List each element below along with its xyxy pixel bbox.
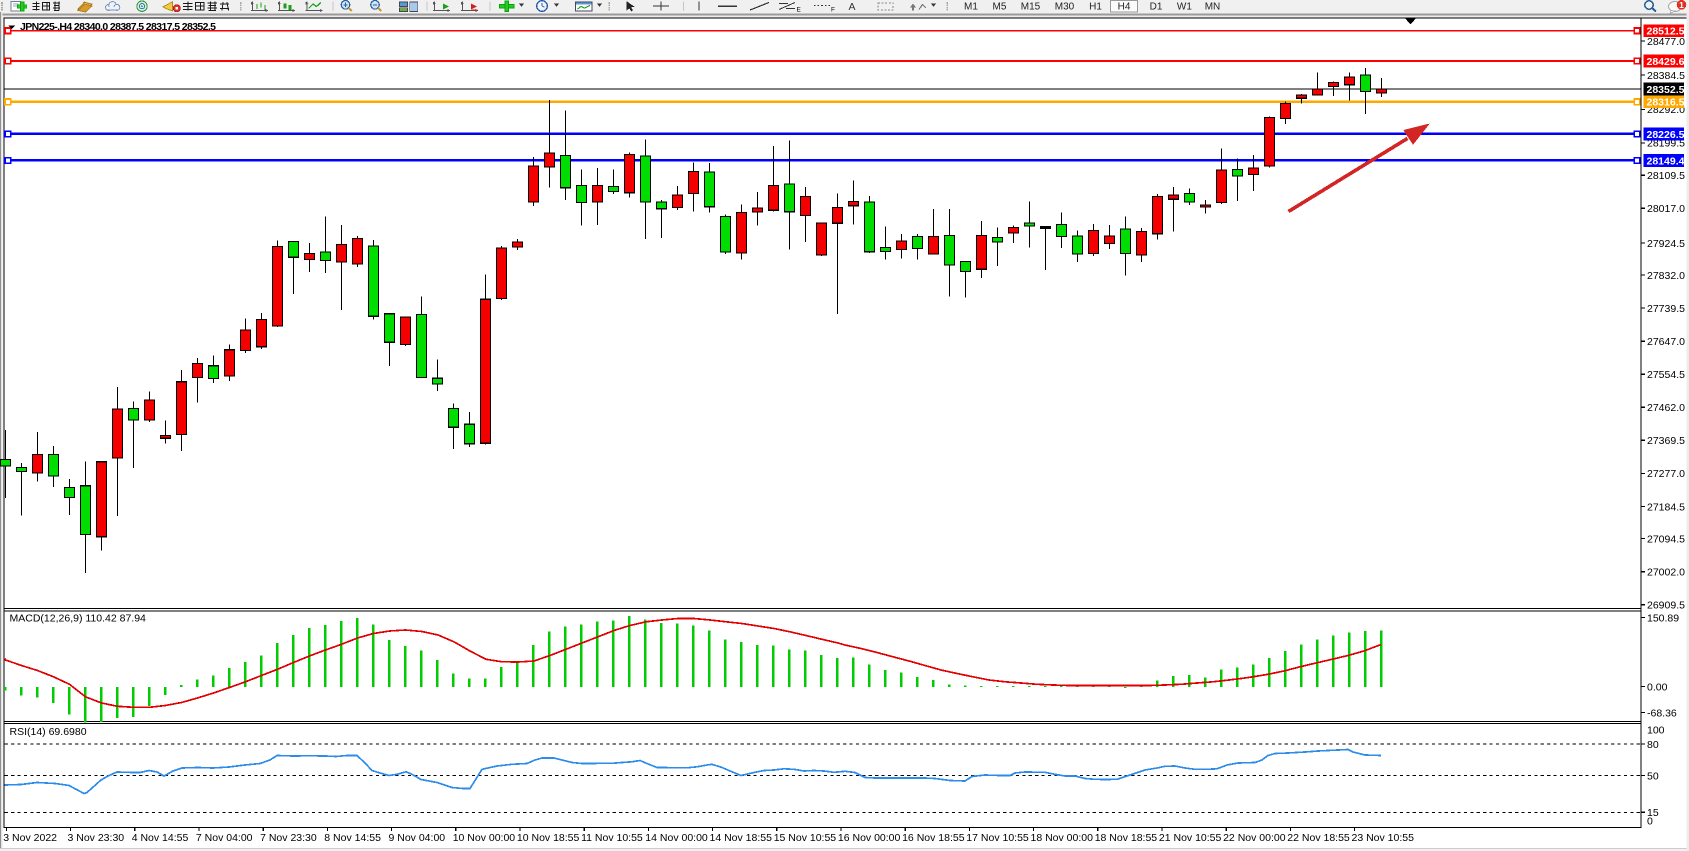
svg-text:14 Nov 18:55: 14 Nov 18:55 bbox=[710, 832, 773, 844]
svg-text:18 Nov 00:00: 18 Nov 00:00 bbox=[1031, 832, 1094, 844]
svg-text:27277.0: 27277.0 bbox=[1647, 468, 1685, 480]
svg-text:28352.5: 28352.5 bbox=[1647, 84, 1685, 96]
svg-text:M15: M15 bbox=[1021, 1, 1041, 12]
svg-text:28017.0: 28017.0 bbox=[1647, 203, 1685, 215]
svg-text:MN: MN bbox=[1205, 1, 1221, 12]
svg-text:28512.5: 28512.5 bbox=[1647, 26, 1685, 38]
svg-text:18 Nov 18:55: 18 Nov 18:55 bbox=[1095, 832, 1158, 844]
svg-text:27924.5: 27924.5 bbox=[1647, 238, 1685, 250]
svg-text:27739.5: 27739.5 bbox=[1647, 303, 1685, 315]
svg-text:27554.5: 27554.5 bbox=[1647, 369, 1685, 381]
svg-text:7 Nov 23:30: 7 Nov 23:30 bbox=[260, 832, 317, 844]
svg-text:23 Nov 10:55: 23 Nov 10:55 bbox=[1352, 832, 1415, 844]
svg-text:10 Nov 18:55: 10 Nov 18:55 bbox=[517, 832, 580, 844]
svg-text:27094.5: 27094.5 bbox=[1647, 533, 1685, 545]
svg-text:22 Nov 18:55: 22 Nov 18:55 bbox=[1287, 832, 1350, 844]
svg-text:17 Nov 10:55: 17 Nov 10:55 bbox=[966, 832, 1029, 844]
svg-text:MACD(12,26,9) 110.42 87.94: MACD(12,26,9) 110.42 87.94 bbox=[10, 613, 147, 625]
svg-text:W1: W1 bbox=[1177, 1, 1192, 12]
svg-text:27462.0: 27462.0 bbox=[1647, 402, 1685, 414]
svg-text:16 Nov 00:00: 16 Nov 00:00 bbox=[838, 832, 901, 844]
svg-text:JPN225-.H4 28340.0 28387.5 28: JPN225-.H4 28340.0 28387.5 28317.5 28352… bbox=[20, 21, 216, 33]
svg-text:16 Nov 18:55: 16 Nov 18:55 bbox=[902, 832, 965, 844]
svg-text:8 Nov 14:55: 8 Nov 14:55 bbox=[324, 832, 381, 844]
svg-text:22 Nov 00:00: 22 Nov 00:00 bbox=[1223, 832, 1286, 844]
svg-text:15 Nov 10:55: 15 Nov 10:55 bbox=[774, 832, 837, 844]
svg-text:14 Nov 00:00: 14 Nov 00:00 bbox=[645, 832, 708, 844]
svg-text:E: E bbox=[797, 7, 802, 14]
svg-text:28384.5: 28384.5 bbox=[1647, 70, 1685, 82]
svg-text:7 Nov 04:00: 7 Nov 04:00 bbox=[196, 832, 253, 844]
svg-text:28109.5: 28109.5 bbox=[1647, 170, 1685, 182]
svg-text:21 Nov 10:55: 21 Nov 10:55 bbox=[1159, 832, 1222, 844]
svg-text:27647.0: 27647.0 bbox=[1647, 336, 1685, 348]
svg-text:M1: M1 bbox=[964, 1, 978, 12]
svg-text:27002.0: 27002.0 bbox=[1647, 567, 1685, 579]
svg-text:0.00: 0.00 bbox=[1647, 681, 1668, 693]
svg-text:27369.5: 27369.5 bbox=[1647, 435, 1685, 447]
svg-text:27832.0: 27832.0 bbox=[1647, 270, 1685, 282]
svg-text:F: F bbox=[831, 7, 835, 14]
svg-text:27184.5: 27184.5 bbox=[1647, 501, 1685, 513]
svg-text:H4: H4 bbox=[1118, 1, 1131, 12]
svg-text:3 Nov 2022: 3 Nov 2022 bbox=[3, 832, 57, 844]
svg-text:15: 15 bbox=[1647, 807, 1659, 819]
svg-text:RSI(14) 69.6980: RSI(14) 69.6980 bbox=[10, 726, 87, 738]
svg-text:M5: M5 bbox=[993, 1, 1007, 12]
svg-text:10 Nov 00:00: 10 Nov 00:00 bbox=[453, 832, 516, 844]
svg-text:D1: D1 bbox=[1150, 1, 1163, 12]
svg-text:A: A bbox=[849, 1, 856, 13]
svg-text:150.89: 150.89 bbox=[1647, 612, 1679, 624]
svg-text:28477.0: 28477.0 bbox=[1647, 36, 1685, 48]
svg-text:50: 50 bbox=[1647, 770, 1659, 782]
svg-text:28316.5: 28316.5 bbox=[1647, 97, 1685, 109]
svg-text:80: 80 bbox=[1647, 739, 1659, 751]
svg-text:H1: H1 bbox=[1089, 1, 1102, 12]
svg-text:11 Nov 10:55: 11 Nov 10:55 bbox=[581, 832, 643, 844]
svg-text:28226.5: 28226.5 bbox=[1647, 129, 1685, 141]
svg-text:0: 0 bbox=[1647, 816, 1653, 828]
svg-text:-68.36: -68.36 bbox=[1647, 707, 1677, 719]
svg-text:M30: M30 bbox=[1055, 1, 1075, 12]
svg-text:4 Nov 14:55: 4 Nov 14:55 bbox=[132, 832, 189, 844]
svg-text:1: 1 bbox=[1679, 0, 1684, 10]
svg-text:100: 100 bbox=[1647, 725, 1665, 737]
svg-text:3 Nov 23:30: 3 Nov 23:30 bbox=[68, 832, 125, 844]
svg-text:9 Nov 04:00: 9 Nov 04:00 bbox=[389, 832, 446, 844]
svg-text:28199.5: 28199.5 bbox=[1647, 138, 1685, 150]
svg-text:26909.5: 26909.5 bbox=[1647, 600, 1685, 612]
svg-text:28429.6: 28429.6 bbox=[1647, 56, 1685, 68]
svg-text:28149.4: 28149.4 bbox=[1647, 155, 1685, 167]
